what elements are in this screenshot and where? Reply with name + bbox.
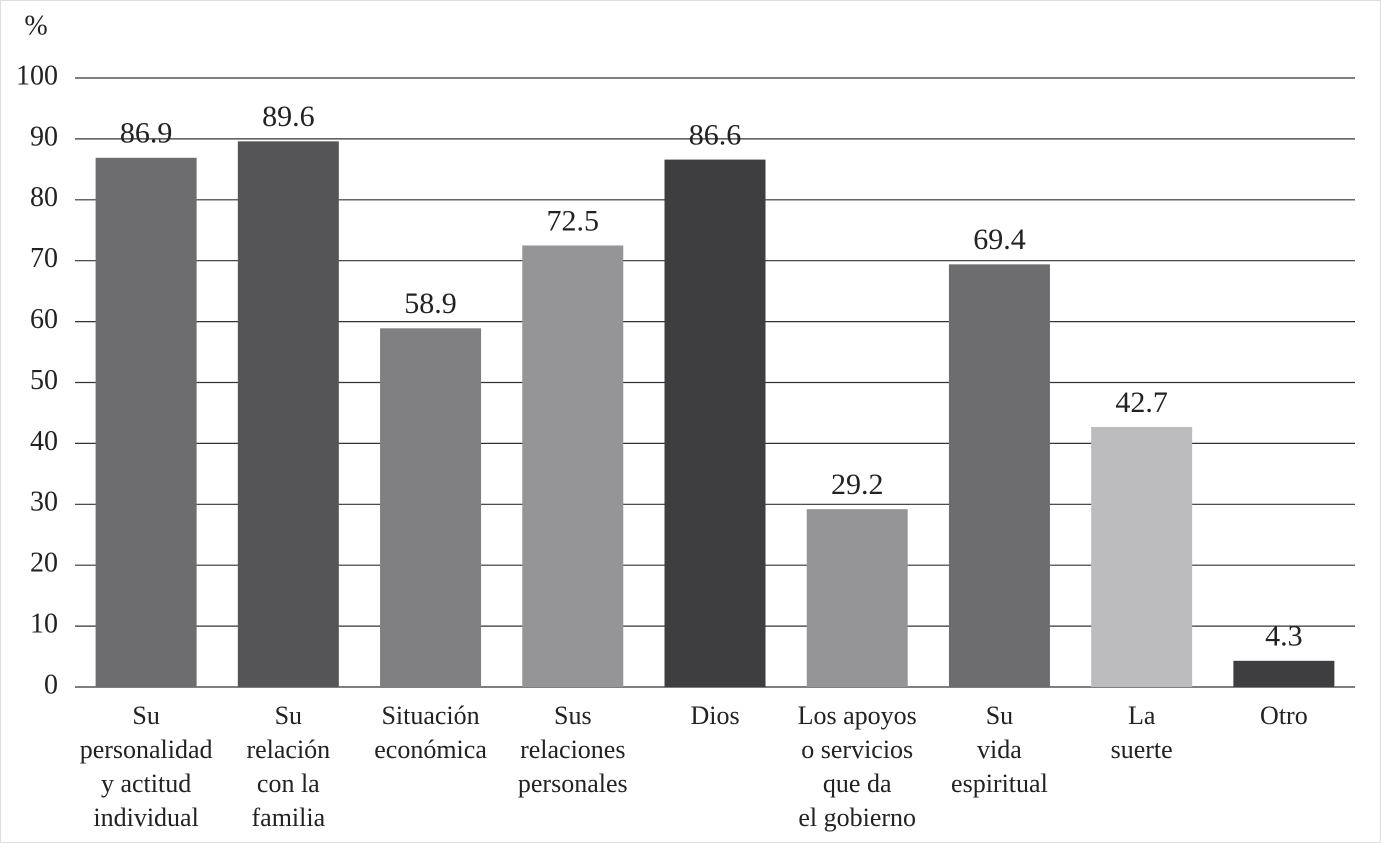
y-tick-label: 0 [44, 669, 58, 700]
value-label: 86.9 [120, 117, 173, 150]
y-tick-label: 80 [30, 182, 58, 213]
x-tick-label: Situación [381, 701, 479, 730]
x-tick-label: que da [823, 769, 892, 798]
bar [237, 141, 339, 687]
bar [664, 159, 766, 687]
x-tick-label: suerte [1111, 735, 1173, 764]
value-label: 72.5 [547, 204, 600, 237]
x-tick-label: relación [246, 735, 330, 764]
bar [948, 264, 1050, 687]
x-tick-label: individual [93, 803, 198, 832]
y-axis-label: % [24, 10, 47, 41]
x-tick-label: personalidad [80, 735, 213, 764]
x-tick-label: espiritual [951, 769, 1048, 798]
value-label: 86.6 [689, 118, 742, 151]
bar [1091, 426, 1193, 687]
x-tick-label: con la [257, 769, 320, 798]
bar [380, 328, 482, 687]
bar [1233, 660, 1335, 687]
y-tick-label: 70 [30, 243, 58, 274]
x-tick-label: Su [132, 701, 159, 730]
x-tick-label: vida [977, 735, 1022, 764]
y-tick-label: 30 [30, 487, 58, 518]
value-label: 29.2 [831, 468, 884, 501]
x-tick-label: Sus [554, 701, 592, 730]
x-tick-label: Su [275, 701, 302, 730]
value-label: 69.4 [973, 223, 1026, 256]
value-label: 42.7 [1115, 386, 1168, 419]
y-tick-label: 100 [16, 60, 58, 91]
y-tick-label: 90 [30, 121, 58, 152]
x-tick-label: Su [986, 701, 1013, 730]
value-label: 4.3 [1265, 620, 1303, 653]
bar [95, 157, 197, 688]
y-tick-label: 40 [30, 426, 58, 457]
y-tick-label: 50 [30, 365, 58, 396]
x-tick-label: y actitud [101, 769, 191, 798]
bar [522, 245, 624, 687]
y-tick-label: 20 [30, 548, 58, 579]
bar [806, 509, 908, 687]
value-label: 89.6 [262, 100, 315, 133]
x-tick-label: Los apoyos [798, 701, 917, 730]
y-tick-label: 60 [30, 304, 58, 335]
x-tick-label: La [1128, 701, 1156, 730]
x-tick-label: relaciones [520, 735, 625, 764]
x-tick-label: familia [252, 803, 326, 832]
y-tick-label: 10 [30, 609, 58, 640]
x-tick-label: Dios [690, 701, 739, 730]
x-tick-label: económica [374, 735, 487, 764]
x-tick-label: personales [518, 769, 628, 798]
x-tick-label: Otro [1260, 701, 1308, 730]
x-tick-label: el gobierno [798, 803, 916, 832]
x-tick-label: o servicios [801, 735, 913, 764]
value-label: 58.9 [404, 287, 457, 320]
